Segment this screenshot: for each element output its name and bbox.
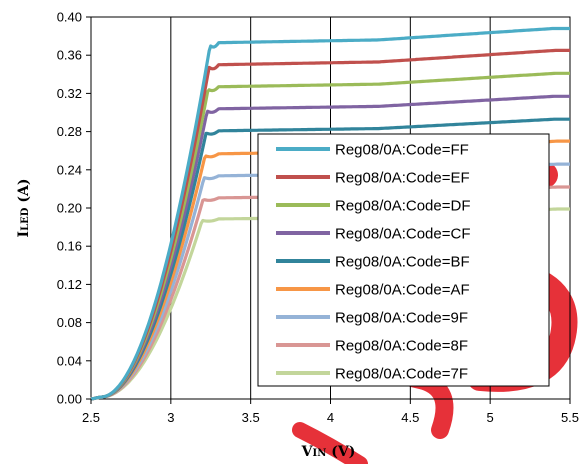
series-line	[90, 94, 570, 401]
y-tick-label: 0.16	[57, 239, 82, 254]
y-tick-label: 0.36	[57, 48, 82, 63]
x-tick-label: 5	[487, 410, 494, 425]
y-tick-label: 0.24	[57, 162, 82, 177]
y-tick-label: 0.12	[57, 277, 82, 292]
x-tick-label: 4.5	[401, 410, 419, 425]
legend-label: Reg08/0A:Code=DF	[335, 198, 471, 215]
y-tick-label: 0.04	[57, 353, 82, 368]
x-tick-label: 3.5	[242, 410, 260, 425]
x-axis-ticks: 2.5 3 3.5 4 4.5 5 5.5	[82, 399, 579, 425]
x-tick-label: 5.5	[561, 410, 579, 425]
x-axis-title: VIN (V)	[301, 444, 356, 460]
legend-label: Reg08/0A:Code=BF	[335, 254, 470, 271]
y-tick-label: 0.08	[57, 315, 82, 330]
series-line	[90, 26, 570, 401]
legend-label: Reg08/0A:Code=8F	[335, 338, 468, 355]
legend-label: Reg08/0A:Code=CF	[335, 226, 471, 243]
legend: Reg08/0A:Code=FF Reg08/0A:Code=EF Reg08/0A…	[257, 133, 550, 387]
legend-label: Reg08/0A:Code=9F	[335, 310, 468, 327]
x-tick-label: 4	[327, 410, 334, 425]
y-tick-label: 0.32	[57, 86, 82, 101]
series-line	[90, 71, 570, 401]
watermark-stroke	[292, 422, 368, 464]
series-line	[90, 48, 570, 401]
y-tick-label: 0.40	[57, 10, 82, 25]
y-tick-label: 0.28	[57, 124, 82, 139]
y-tick-label: 0.20	[57, 201, 82, 216]
legend-label: Reg08/0A:Code=FF	[335, 142, 469, 159]
y-axis-title: ILED (A)	[16, 179, 32, 238]
y-axis-ticks: 0.00 0.04 0.08 0.12 0.16 0.20 0.24 0.28 0.32 0.36…	[57, 10, 91, 407]
series-line	[90, 117, 570, 401]
legend-label: Reg08/0A:Code=7F	[335, 366, 468, 383]
x-tick-label: 2.5	[82, 410, 100, 425]
x-tick-label: 3	[167, 410, 174, 425]
legend-label: Reg08/0A:Code=AF	[335, 282, 470, 299]
y-tick-label: 0.00	[57, 392, 82, 407]
legend-label: Reg08/0A:Code=EF	[335, 170, 470, 187]
